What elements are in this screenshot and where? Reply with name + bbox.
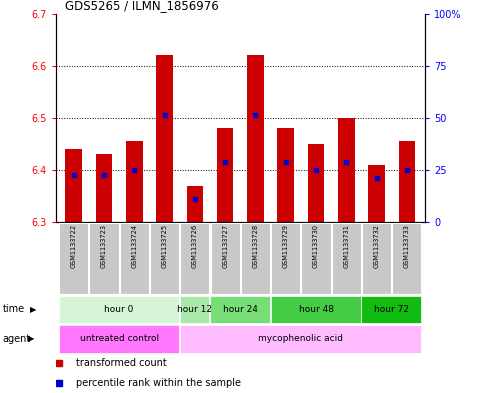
- Bar: [65, 149, 82, 222]
- Bar: [271, 223, 300, 294]
- Bar: [398, 141, 415, 222]
- Bar: [211, 223, 240, 294]
- Text: agent: agent: [2, 334, 30, 344]
- Text: hour 24: hour 24: [223, 305, 258, 314]
- Bar: [247, 55, 264, 222]
- Bar: [308, 144, 325, 222]
- Text: untreated control: untreated control: [80, 334, 159, 343]
- Bar: [180, 223, 210, 294]
- Text: GSM1133728: GSM1133728: [253, 224, 258, 268]
- Bar: [180, 296, 210, 323]
- Bar: [96, 154, 113, 222]
- Bar: [301, 223, 330, 294]
- Bar: [186, 185, 203, 222]
- Bar: [58, 325, 179, 353]
- Bar: [270, 296, 361, 323]
- Bar: [210, 296, 270, 323]
- Bar: [361, 296, 421, 323]
- Bar: [241, 223, 270, 294]
- Text: hour 48: hour 48: [298, 305, 333, 314]
- Bar: [58, 296, 179, 323]
- Bar: [217, 128, 233, 222]
- Text: hour 72: hour 72: [374, 305, 409, 314]
- Text: GSM1133732: GSM1133732: [373, 224, 380, 268]
- Bar: [156, 55, 173, 222]
- Bar: [368, 165, 385, 222]
- Bar: [392, 223, 421, 294]
- Bar: [126, 141, 142, 222]
- Text: GSM1133723: GSM1133723: [101, 224, 107, 268]
- Text: GSM1133731: GSM1133731: [343, 224, 349, 268]
- Bar: [332, 223, 361, 294]
- Text: GSM1133722: GSM1133722: [71, 224, 77, 268]
- Text: GSM1133725: GSM1133725: [162, 224, 168, 268]
- Bar: [59, 223, 88, 294]
- Bar: [180, 325, 421, 353]
- Text: GSM1133724: GSM1133724: [131, 224, 137, 268]
- Text: GSM1133729: GSM1133729: [283, 224, 289, 268]
- Text: GDS5265 / ILMN_1856976: GDS5265 / ILMN_1856976: [65, 0, 219, 12]
- Bar: [150, 223, 179, 294]
- Text: GSM1133727: GSM1133727: [222, 224, 228, 268]
- Bar: [277, 128, 294, 222]
- Text: hour 0: hour 0: [104, 305, 134, 314]
- Text: time: time: [2, 305, 25, 314]
- Text: GSM1133726: GSM1133726: [192, 224, 198, 268]
- Bar: [338, 118, 355, 222]
- Text: mycophenolic acid: mycophenolic acid: [258, 334, 343, 343]
- Text: ▶: ▶: [28, 334, 34, 343]
- Text: ▶: ▶: [30, 305, 37, 314]
- Bar: [362, 223, 391, 294]
- Text: percentile rank within the sample: percentile rank within the sample: [76, 378, 241, 388]
- Text: transformed count: transformed count: [76, 358, 167, 367]
- Bar: [89, 223, 118, 294]
- Text: hour 12: hour 12: [177, 305, 213, 314]
- Text: GSM1133730: GSM1133730: [313, 224, 319, 268]
- Bar: [120, 223, 149, 294]
- Text: GSM1133733: GSM1133733: [404, 224, 410, 268]
